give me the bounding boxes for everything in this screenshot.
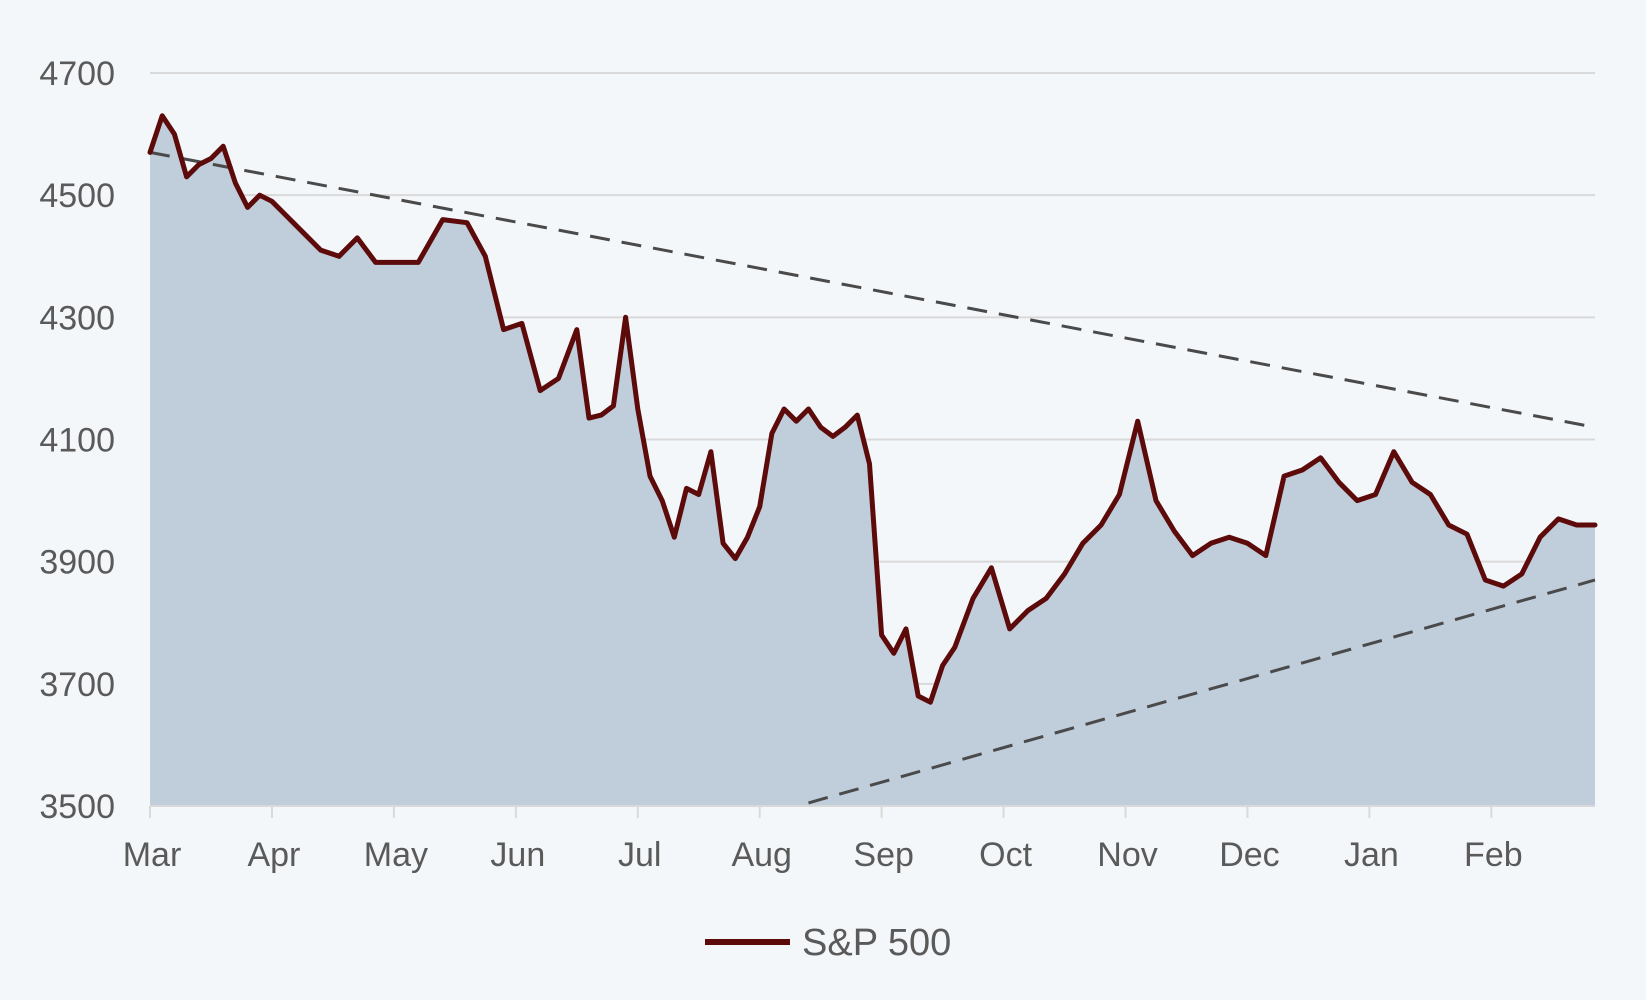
x-tick-label: Jan <box>1344 836 1399 874</box>
x-tick-label: May <box>364 836 428 874</box>
y-tick-label: 4300 <box>39 299 115 337</box>
x-tick-label: Jun <box>490 836 545 874</box>
legend-label: S&P 500 <box>802 922 951 964</box>
y-tick-label: 3700 <box>39 666 115 704</box>
y-tick-label: 3900 <box>39 544 115 582</box>
y-tick-label: 4100 <box>39 422 115 460</box>
legend: S&P 500 <box>705 922 951 964</box>
area-fill-shape <box>150 115 1595 807</box>
x-tick-label: Sep <box>853 836 914 874</box>
series-line-sp500 <box>147 113 1598 705</box>
x-tick-label: Feb <box>1464 836 1523 874</box>
trendlines <box>149 150 1596 805</box>
y-tick-label: 3500 <box>39 788 115 826</box>
area-fill <box>150 115 1595 807</box>
series-line <box>147 113 1598 705</box>
x-tick-label: Aug <box>731 836 792 874</box>
resistance-trendline <box>149 150 1596 429</box>
x-tick-label: Apr <box>247 836 300 874</box>
x-tick-label: Jul <box>618 836 661 874</box>
support-trendline <box>808 578 1596 805</box>
y-tick-label: 4500 <box>39 177 115 215</box>
x-tick-label: Dec <box>1219 836 1279 874</box>
y-tick-label: 4700 <box>39 55 115 93</box>
x-tick-label: Oct <box>979 836 1032 874</box>
x-tick-label: Nov <box>1097 836 1157 874</box>
axes: 3500 3700 3900 4100 4300 4500 4700 Mar Apr May Jun… <box>39 55 1595 874</box>
x-tick-label: Mar <box>123 836 182 874</box>
